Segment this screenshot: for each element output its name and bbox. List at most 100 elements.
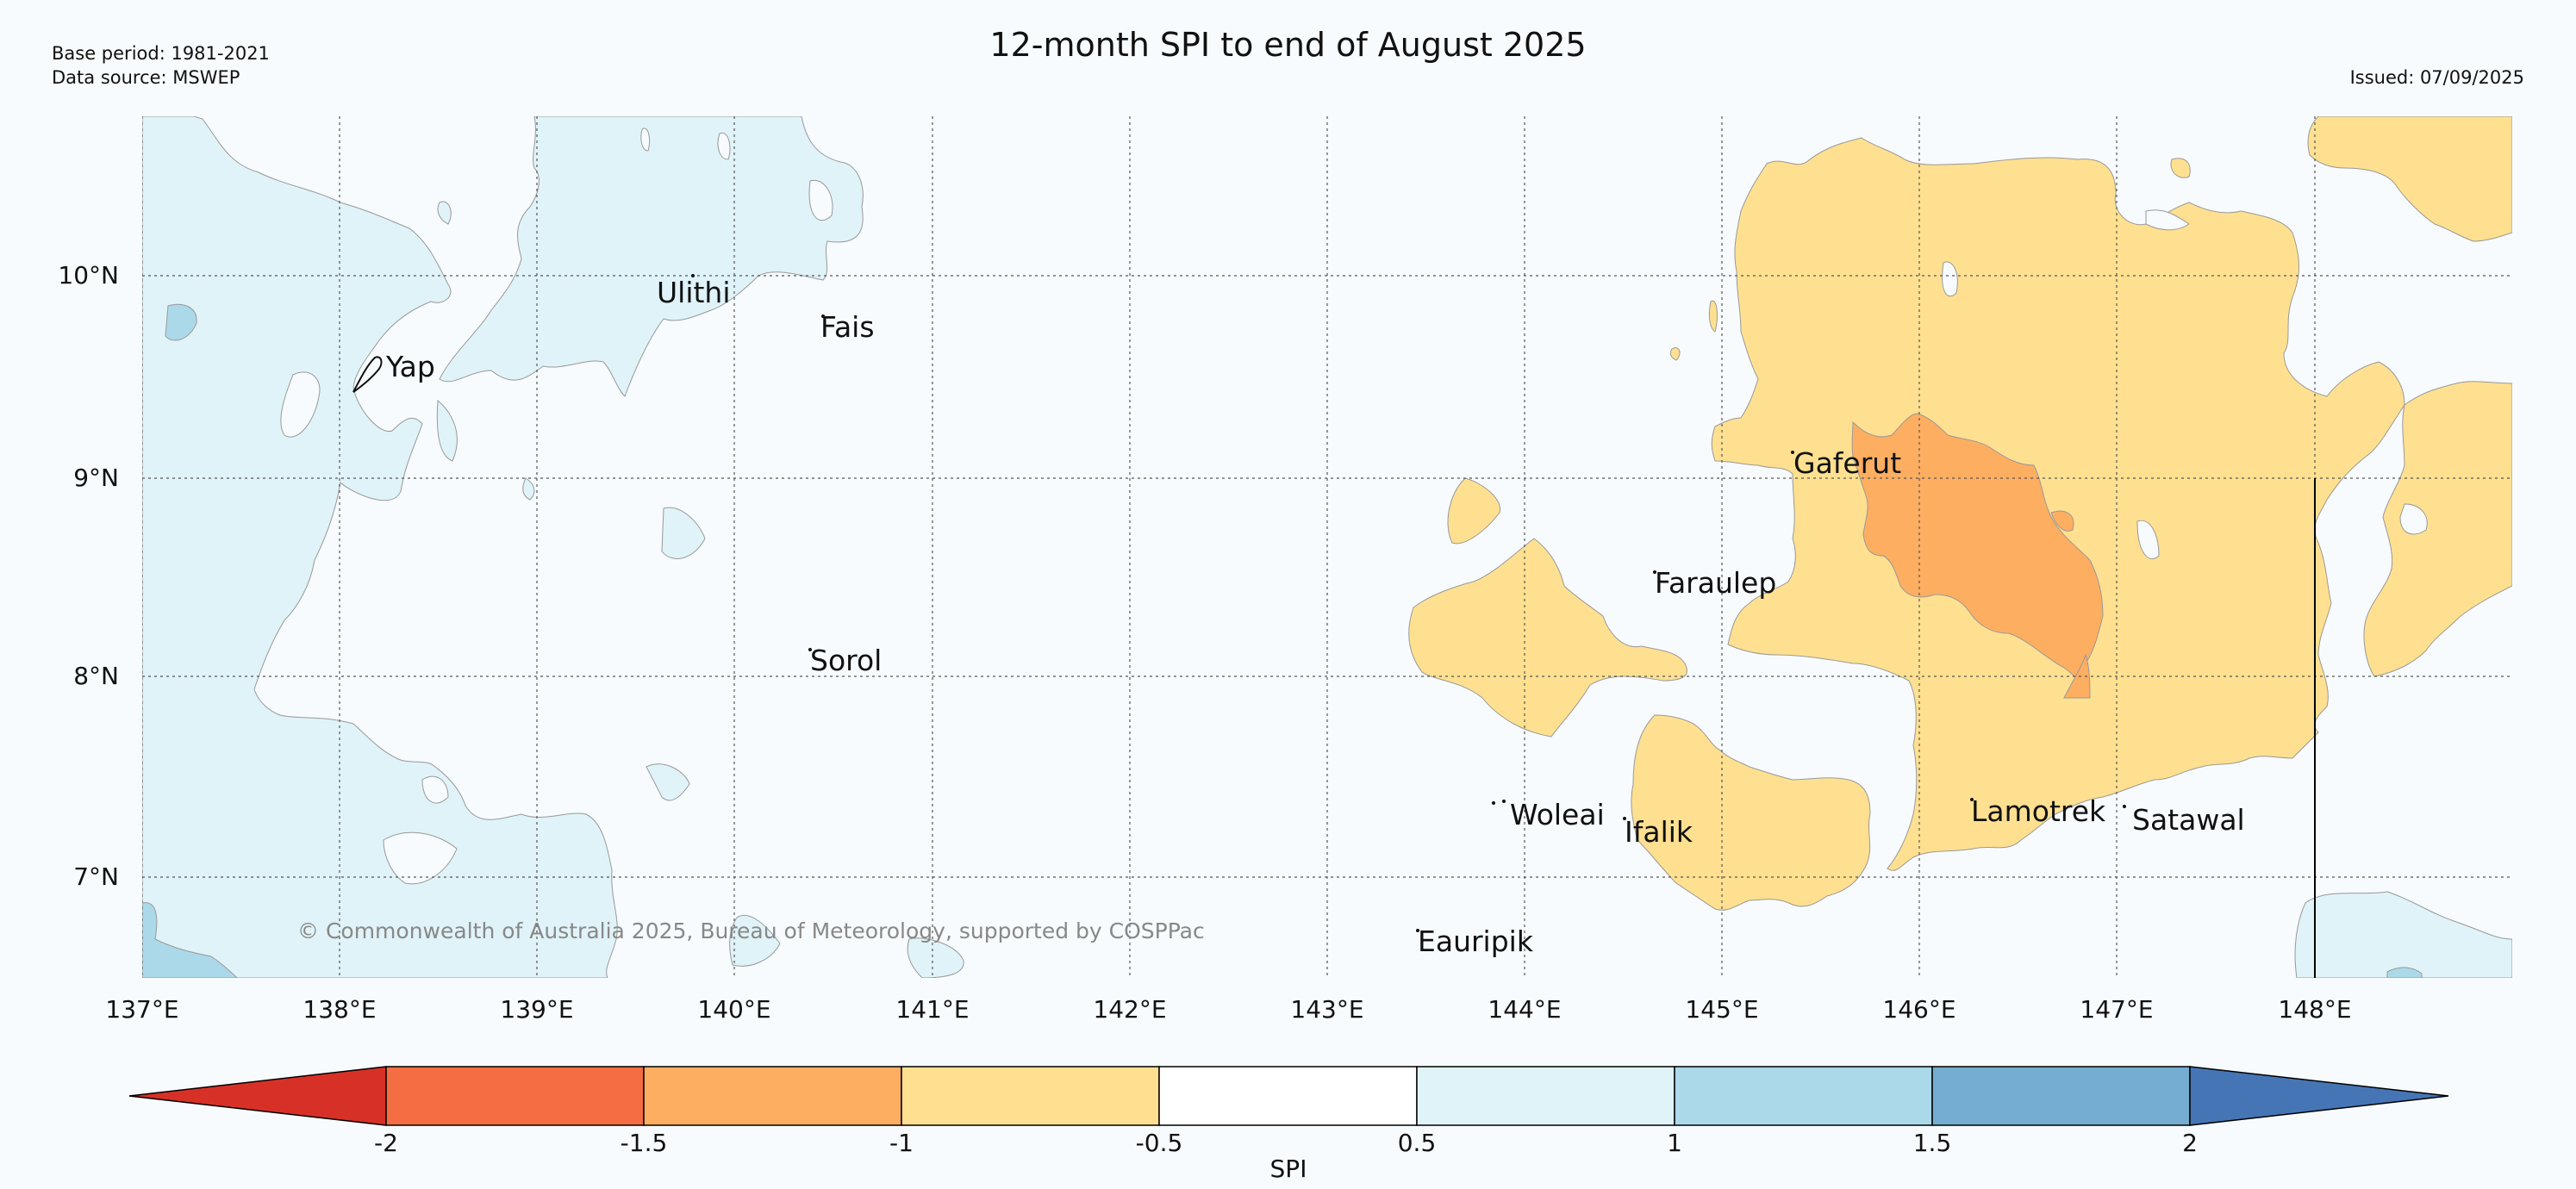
colorbar-segment	[1416, 1066, 1675, 1126]
data-source: Data source: MSWEP	[52, 67, 240, 88]
wet-patch	[522, 477, 535, 501]
island-label-yap: Yap	[386, 350, 435, 383]
wet-region-northwest	[142, 116, 618, 978]
copyright-notice: © Commonwealth of Australia 2025, Bureau…	[297, 918, 1205, 943]
neutral-pocket	[2136, 520, 2160, 560]
colorbar-segment	[901, 1066, 1160, 1126]
colorbar-tick: 1	[1667, 1129, 1682, 1157]
wet-patch	[661, 507, 706, 559]
island-label-gaferut: Gaferut	[1793, 446, 1902, 480]
dry-pocket	[383, 831, 458, 885]
issued-date: Issued: 07/09/2025	[2349, 67, 2524, 88]
island-label-ulithi: Ulithi	[657, 276, 731, 309]
dry-pocket	[421, 775, 449, 804]
wet-patch	[907, 937, 964, 978]
woleai-marker	[1492, 801, 1495, 805]
graticule	[142, 116, 2512, 978]
lon-label-137e: 137°E	[105, 995, 179, 1024]
neutral-pocket	[2145, 209, 2190, 231]
fais-marker	[821, 314, 825, 318]
colorbar-tick: 1.5	[1912, 1129, 1952, 1157]
island-label-fais: Fais	[820, 310, 875, 344]
lon-label-142e: 142°E	[1093, 995, 1167, 1024]
colorbar-label: SPI	[1269, 1155, 1307, 1183]
lat-label-7n: 7°N	[73, 862, 119, 891]
island-label-ifalik: Ifalik	[1625, 815, 1693, 849]
wet-patch	[2386, 967, 2423, 978]
lon-label-145e: 145°E	[1685, 995, 1759, 1024]
colorbar-tick: -2	[374, 1129, 398, 1157]
gaferut-marker	[1791, 451, 1794, 454]
wet-patch	[436, 399, 458, 462]
wet-patch	[646, 763, 690, 801]
lon-label-146e: 146°E	[1882, 995, 1956, 1024]
dry-pocket	[808, 179, 833, 221]
dry-region-west-lobe	[1447, 477, 1501, 545]
map-area	[142, 116, 2512, 978]
lon-label-139e: 139°E	[500, 995, 574, 1024]
eauripik-marker	[1416, 929, 1419, 932]
dry-pocket	[640, 128, 651, 152]
satawal-marker	[2123, 805, 2126, 808]
colorbar-tick: 0.5	[1397, 1129, 1437, 1157]
lon-label-147e: 147°E	[2080, 995, 2154, 1024]
colorbar-tick: -1	[889, 1129, 914, 1157]
moderately-dry-patch	[2063, 653, 2091, 699]
wet-patch	[2294, 891, 2512, 978]
dry-region-northeast	[2307, 116, 2512, 242]
wet-region-north	[439, 116, 864, 397]
colorbar-segment	[385, 1066, 645, 1126]
dry-patch	[2170, 158, 2191, 178]
woleai-marker-2	[1502, 800, 1506, 803]
colorbar-segment-gt-2	[2189, 1066, 2449, 1126]
faraulep-marker	[1653, 570, 1656, 574]
colorbar-tick: -1.5	[620, 1129, 668, 1157]
dry-region-main	[1711, 137, 2405, 871]
lon-label-141e: 141°E	[895, 995, 970, 1024]
colorbar-segment	[1931, 1066, 2191, 1126]
wet-patch	[165, 303, 197, 341]
moderately-dry-patch	[2050, 510, 2074, 532]
dry-patch	[1708, 300, 1718, 333]
dry-region-central-lobe	[1408, 538, 1687, 738]
lat-label-10n: 10°N	[58, 261, 119, 289]
dry-pocket	[280, 371, 321, 438]
dry-patch	[1669, 347, 1681, 361]
colorbar-tick: 2	[2182, 1129, 2198, 1157]
island-label-satawal: Satawal	[2132, 803, 2245, 837]
base-period: Base period: 1981-2021	[52, 43, 270, 64]
colorbar	[128, 1066, 2449, 1126]
colorbar-segment	[643, 1066, 902, 1126]
wet-patch	[437, 201, 452, 225]
lat-label-8n: 8°N	[73, 662, 119, 690]
dry-region-southwest	[1631, 714, 1871, 911]
wet-patch	[142, 902, 238, 978]
yap-island-outline	[352, 356, 383, 393]
island-label-eauripik: Eauripik	[1418, 924, 1533, 958]
island-label-woleai: Woleai	[1510, 798, 1605, 831]
island-label-lamotrek: Lamotrek	[1971, 794, 2106, 828]
ifalik-marker	[1623, 817, 1626, 820]
neutral-pocket	[2399, 503, 2428, 535]
dry-pocket	[717, 132, 731, 160]
lon-label-144e: 144°E	[1488, 995, 1562, 1024]
lon-label-148e: 148°E	[2278, 995, 2352, 1024]
wet-patch	[729, 914, 781, 967]
sorol-marker	[808, 648, 812, 651]
map-title: 12-month SPI to end of August 2025	[989, 26, 1587, 64]
island-markers	[691, 274, 2126, 932]
lat-label-9n: 9°N	[73, 464, 119, 492]
neutral-pocket	[1942, 261, 1958, 297]
colorbar-segment	[1674, 1066, 1933, 1126]
island-label-sorol: Sorol	[810, 644, 883, 677]
colorbar-segment-lt-2	[128, 1066, 387, 1126]
ulithi-marker	[691, 274, 695, 277]
lon-label-140e: 140°E	[697, 995, 771, 1024]
colorbar-tick: -0.5	[1135, 1129, 1183, 1157]
lon-label-143e: 143°E	[1290, 995, 1364, 1024]
island-label-faraulep: Faraulep	[1655, 566, 1777, 600]
lamotrek-marker	[1970, 798, 1974, 801]
lon-label-138e: 138°E	[303, 995, 377, 1024]
colorbar-segment	[1158, 1066, 1418, 1126]
